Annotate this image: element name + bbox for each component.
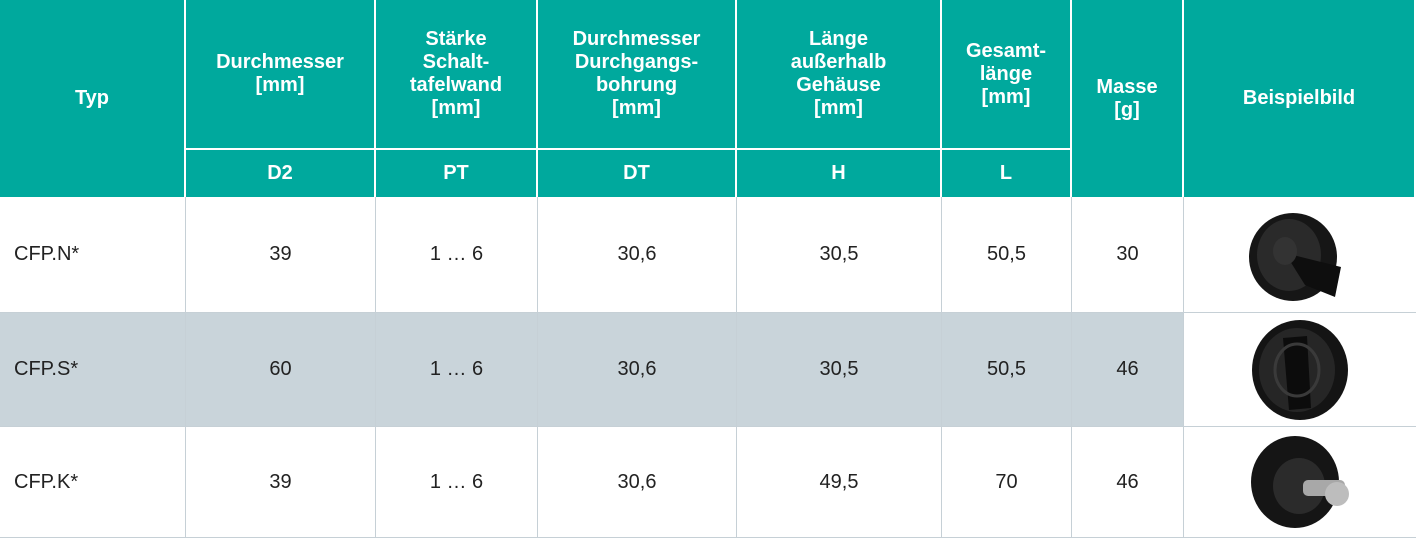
table-cell: 30 [1072,197,1184,313]
cell-text: 30,5 [820,358,859,381]
header-text: [mm] [432,97,481,120]
column-symbol: PT [376,148,538,197]
cell-text: 30,6 [618,243,657,266]
table-cell: 1 … 6 [376,197,538,313]
table-cell: 60 [186,313,376,427]
cell-text: 49,5 [820,471,859,494]
column-symbol: DT [538,148,737,197]
cell-text: 30,6 [618,471,657,494]
cell-text: 39 [269,243,291,266]
symbol-text: DT [623,162,650,185]
product-image [1245,432,1355,536]
cell-text: 39 [269,471,291,494]
header-text: Gehäuse [796,74,880,97]
cell-text: CFP.K* [14,471,78,494]
column-header: Masse[g] [1072,0,1184,197]
column-symbol: H [737,148,942,197]
symbol-text: L [1000,162,1012,185]
header-text: [mm] [612,97,661,120]
header-text: Durchmesser [573,28,701,51]
header-text: Gesamt- [966,40,1046,63]
cell-text: 46 [1116,358,1138,381]
cell-text: 30 [1116,243,1138,266]
cell-text: 46 [1116,471,1138,494]
column-header: Typ [0,0,186,197]
table-cell: 70 [942,427,1072,538]
header-text: länge [980,63,1032,86]
table-cell: CFP.S* [0,313,186,427]
header-text: tafelwand [410,74,502,97]
column-header: Beispielbild [1184,0,1416,197]
table-cell: CFP.N* [0,197,186,313]
cell-text: 70 [995,471,1017,494]
table-cell: 1 … 6 [376,313,538,427]
header-text: außerhalb [791,51,887,74]
table-cell: 46 [1072,427,1184,538]
header-text: [mm] [982,86,1031,109]
column-symbol: D2 [186,148,376,197]
table: TypDurchmesser[mm]D2StärkeSchalt-tafelwa… [0,0,1416,538]
table-cell: 30,6 [538,197,737,313]
header-text: Länge [809,28,868,51]
product-image [1245,318,1355,422]
symbol-text: H [831,162,845,185]
header-text: [g] [1114,99,1140,122]
table-cell: 30,6 [538,427,737,538]
cell-text: 1 … 6 [430,358,483,381]
header-text: Typ [75,87,109,110]
cell-text: 50,5 [987,243,1026,266]
cell-text: 60 [269,358,291,381]
cell-text: CFP.S* [14,358,78,381]
header-text: Masse [1096,76,1157,99]
symbol-text: D2 [267,162,293,185]
cell-text: CFP.N* [14,243,79,266]
cell-text: 1 … 6 [430,471,483,494]
table-cell: 49,5 [737,427,942,538]
cell-text: 30,5 [820,243,859,266]
product-image [1245,205,1355,305]
table-cell: 30,6 [538,313,737,427]
table-cell: 50,5 [942,197,1072,313]
header-text: Beispielbild [1243,87,1355,110]
column-header: Gesamt-länge[mm] [942,0,1072,148]
cell-text: 50,5 [987,358,1026,381]
table-cell: 46 [1072,313,1184,427]
table-cell: 30,5 [737,313,942,427]
header-text: Durchgangs- [575,51,698,74]
column-symbol: L [942,148,1072,197]
table-cell: 39 [186,427,376,538]
table-cell: 50,5 [942,313,1072,427]
table-cell: 39 [186,197,376,313]
cell-text: 30,6 [618,358,657,381]
table-cell: 30,5 [737,197,942,313]
header-text: Durchmesser [216,51,344,74]
table-cell: CFP.K* [0,427,186,538]
header-text: Stärke [425,28,486,51]
column-header: Durchmesser[mm] [186,0,376,148]
header-text: bohrung [596,74,677,97]
symbol-text: PT [443,162,469,185]
header-text: [mm] [814,97,863,120]
header-text: [mm] [256,74,305,97]
header-text: Schalt- [423,51,490,74]
table-cell: 1 … 6 [376,427,538,538]
cell-text: 1 … 6 [430,243,483,266]
